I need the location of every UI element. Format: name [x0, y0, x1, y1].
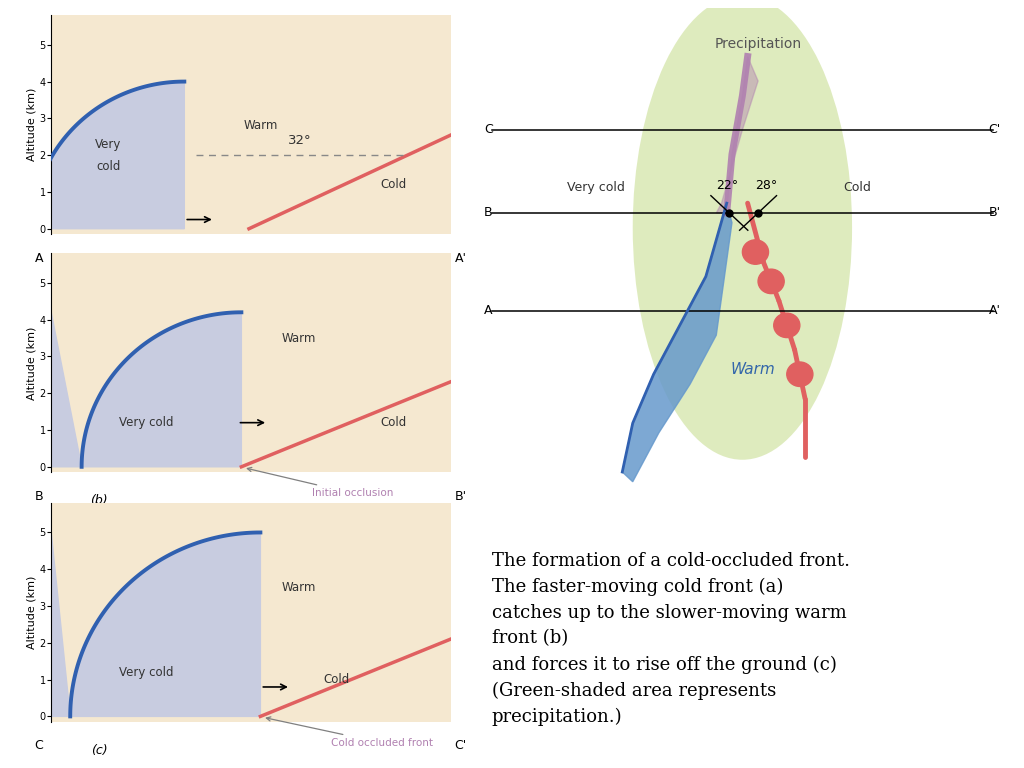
- Text: Cold: Cold: [380, 416, 407, 429]
- Text: (b): (b): [90, 495, 108, 507]
- Text: Very: Very: [95, 137, 122, 151]
- Polygon shape: [32, 81, 184, 229]
- Text: B: B: [35, 490, 43, 503]
- Text: Cold occluded front: Cold occluded front: [266, 717, 433, 748]
- Polygon shape: [51, 532, 260, 717]
- Text: A': A': [989, 304, 1000, 317]
- Y-axis label: Altitude (km): Altitude (km): [27, 576, 37, 649]
- Text: (c): (c): [91, 743, 108, 756]
- Text: B: B: [484, 207, 493, 220]
- Text: Cold: Cold: [380, 178, 407, 191]
- Text: 22°: 22°: [716, 178, 738, 191]
- Text: Warm: Warm: [730, 362, 775, 377]
- Text: Warm: Warm: [282, 581, 315, 594]
- Circle shape: [774, 313, 800, 338]
- Text: Very cold: Very cold: [119, 666, 173, 679]
- Text: C: C: [484, 124, 493, 137]
- Text: C': C': [988, 124, 1000, 137]
- Text: Precipitation: Precipitation: [715, 37, 802, 51]
- Polygon shape: [51, 313, 242, 467]
- Polygon shape: [717, 57, 758, 213]
- Text: Initial occlusion: Initial occlusion: [248, 468, 393, 498]
- Polygon shape: [623, 204, 732, 482]
- Text: C': C': [455, 740, 467, 753]
- Text: A: A: [35, 252, 43, 265]
- Text: 32°: 32°: [288, 134, 311, 147]
- Text: (a): (a): [90, 257, 108, 269]
- Y-axis label: Altitude (km): Altitude (km): [27, 326, 37, 399]
- Ellipse shape: [633, 0, 852, 460]
- Circle shape: [758, 269, 784, 293]
- Text: A: A: [484, 304, 493, 317]
- Text: Cold: Cold: [324, 673, 349, 686]
- Text: Cold: Cold: [844, 181, 871, 194]
- Text: Warm: Warm: [244, 119, 278, 132]
- Text: C: C: [35, 740, 43, 753]
- Text: Warm: Warm: [282, 332, 315, 345]
- Text: The formation of a cold-occluded front.
The faster-moving cold front (a)
catches: The formation of a cold-occluded front. …: [492, 552, 850, 726]
- Text: B': B': [455, 490, 467, 503]
- Text: 28°: 28°: [755, 178, 777, 191]
- Circle shape: [742, 240, 768, 264]
- Circle shape: [786, 362, 813, 386]
- Text: B': B': [989, 207, 1000, 220]
- Text: A': A': [455, 252, 467, 265]
- Text: Very cold: Very cold: [119, 416, 173, 429]
- Text: cold: cold: [96, 160, 121, 173]
- Y-axis label: Altitude (km): Altitude (km): [27, 88, 37, 161]
- Text: Very cold: Very cold: [567, 181, 625, 194]
